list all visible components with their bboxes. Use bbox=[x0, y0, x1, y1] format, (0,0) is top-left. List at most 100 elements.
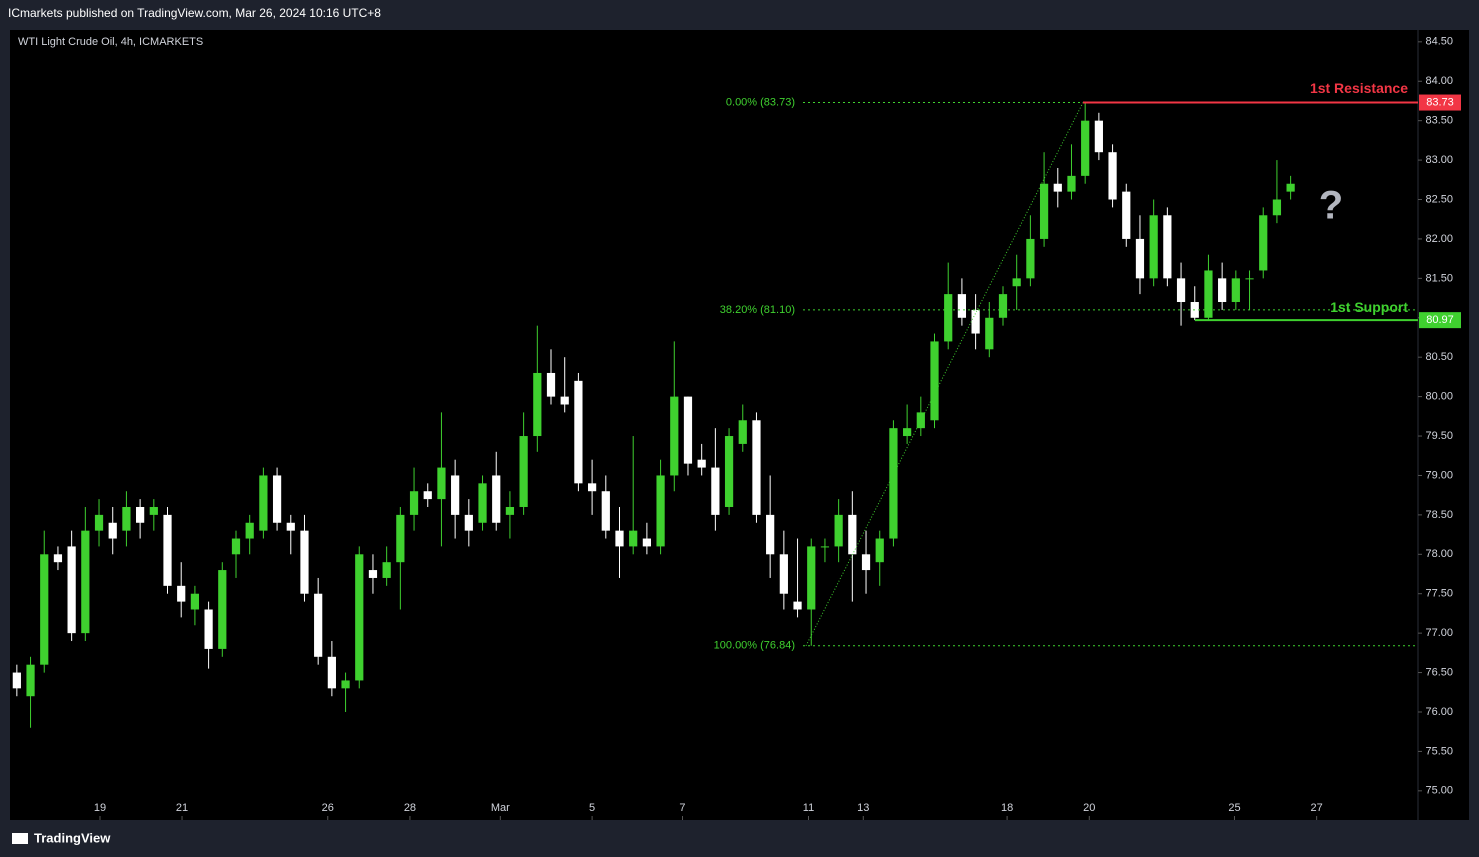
fib-label: 38.20% (81.10) bbox=[720, 304, 795, 316]
candle-body bbox=[1094, 120, 1103, 153]
y-tick-label: 82.50 bbox=[1425, 193, 1453, 205]
candle-body bbox=[149, 506, 158, 515]
candle-body bbox=[834, 514, 843, 547]
candle-body bbox=[368, 570, 378, 578]
candle-body bbox=[327, 656, 336, 689]
candle-body bbox=[916, 412, 925, 429]
candle-body bbox=[1231, 278, 1240, 303]
candle-body bbox=[122, 506, 131, 531]
candle-body bbox=[985, 317, 994, 350]
candle-body bbox=[1122, 191, 1131, 239]
candle-body bbox=[670, 396, 679, 476]
x-tick-label: 5 bbox=[589, 802, 595, 814]
x-tick-label: 21 bbox=[176, 802, 188, 814]
candle-body bbox=[766, 514, 775, 555]
candle-body bbox=[738, 420, 747, 444]
y-tick-label: 79.50 bbox=[1425, 430, 1453, 442]
candle-body bbox=[930, 341, 939, 421]
annotation: ? bbox=[1319, 184, 1343, 228]
support-label: 1st Support bbox=[1330, 299, 1408, 315]
candle-body bbox=[245, 522, 254, 539]
candle-body bbox=[711, 467, 720, 515]
candle-body bbox=[423, 491, 432, 500]
x-tick-label: 19 bbox=[94, 802, 106, 814]
candle-body bbox=[1218, 278, 1227, 303]
candle-body bbox=[190, 593, 200, 610]
candle-body bbox=[94, 514, 104, 531]
y-tick-label: 76.00 bbox=[1425, 706, 1453, 718]
candle-body bbox=[451, 475, 460, 515]
candle-body bbox=[944, 294, 953, 342]
candle-body bbox=[341, 680, 350, 689]
y-tick-label: 81.50 bbox=[1425, 272, 1453, 284]
resistance-tag bbox=[1419, 94, 1461, 111]
x-tick-label: 26 bbox=[322, 802, 334, 814]
candle-body bbox=[53, 554, 63, 563]
candle-body bbox=[861, 554, 871, 571]
candle-body bbox=[67, 546, 76, 634]
candle-body bbox=[1067, 175, 1076, 192]
x-tick-label: 25 bbox=[1228, 802, 1240, 814]
candle-body bbox=[300, 530, 309, 594]
candle-body bbox=[793, 601, 802, 610]
candle-body bbox=[81, 530, 90, 634]
y-tick-label: 77.50 bbox=[1425, 588, 1453, 600]
candle-body bbox=[1204, 270, 1213, 318]
y-tick-label: 83.50 bbox=[1425, 115, 1453, 127]
candle-body bbox=[136, 506, 145, 523]
resistance-label: 1st Resistance bbox=[1310, 80, 1408, 96]
candle-body bbox=[697, 459, 706, 468]
y-tick-label: 78.00 bbox=[1425, 548, 1453, 560]
candle-body bbox=[177, 585, 186, 602]
candle-body bbox=[40, 554, 49, 665]
x-tick-label: 20 bbox=[1083, 802, 1095, 814]
x-tick-label: 7 bbox=[679, 802, 685, 814]
y-tick-label: 75.00 bbox=[1425, 785, 1453, 797]
candle-body bbox=[779, 554, 788, 594]
candle-body bbox=[574, 380, 583, 484]
y-tick-label: 80.50 bbox=[1425, 351, 1453, 363]
x-tick-label: Mar bbox=[491, 802, 510, 814]
candle-body bbox=[108, 522, 117, 539]
candle-body bbox=[683, 396, 693, 464]
logo bbox=[12, 833, 28, 844]
candle-body bbox=[903, 428, 912, 437]
y-tick-label: 80.00 bbox=[1425, 391, 1453, 403]
resistance-tag-label: 83.73 bbox=[1426, 96, 1454, 108]
x-tick-label: 27 bbox=[1311, 802, 1323, 814]
candle-body bbox=[642, 538, 651, 547]
candle-body bbox=[656, 475, 665, 547]
candle-body bbox=[259, 475, 268, 531]
candle-body bbox=[820, 546, 830, 548]
candle-body bbox=[848, 514, 857, 555]
y-tick-label: 77.00 bbox=[1425, 627, 1453, 639]
y-tick-label: 82.00 bbox=[1425, 233, 1453, 245]
candle-body bbox=[724, 436, 734, 507]
candle-body bbox=[396, 514, 405, 563]
y-tick-label: 76.50 bbox=[1425, 666, 1453, 678]
candle-body bbox=[1012, 278, 1021, 287]
candle-body bbox=[889, 428, 898, 539]
candle-body bbox=[12, 672, 21, 689]
candle-body bbox=[1149, 215, 1158, 279]
x-tick-label: 11 bbox=[803, 802, 814, 814]
candle-body bbox=[437, 467, 446, 500]
candle-body bbox=[218, 570, 227, 649]
candle-body bbox=[807, 546, 816, 610]
candle-body bbox=[1108, 152, 1117, 200]
y-tick-label: 75.50 bbox=[1425, 745, 1453, 757]
y-tick-label: 78.50 bbox=[1425, 509, 1453, 521]
candle-body bbox=[971, 309, 980, 334]
candle-body bbox=[272, 475, 282, 523]
footer: TradingView bbox=[34, 830, 111, 845]
y-tick-label: 79.00 bbox=[1425, 469, 1453, 481]
candle-body bbox=[286, 522, 295, 531]
fib-label: 0.00% (83.73) bbox=[726, 96, 795, 108]
candle-body bbox=[1135, 238, 1145, 279]
candle-body bbox=[1259, 215, 1268, 271]
candle-body bbox=[615, 530, 624, 547]
support-tag bbox=[1419, 312, 1461, 329]
candle-body bbox=[957, 294, 967, 318]
candle-body bbox=[587, 483, 597, 492]
